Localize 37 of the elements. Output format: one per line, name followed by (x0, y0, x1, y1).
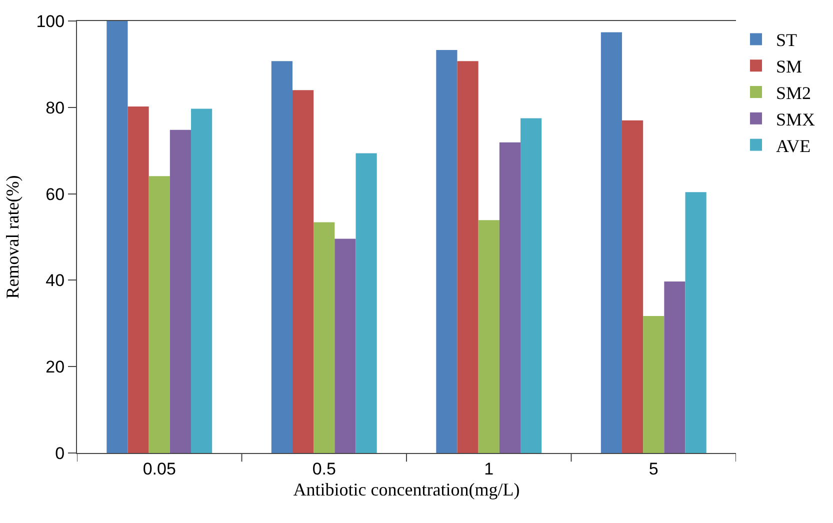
bar (436, 50, 458, 453)
bar (271, 61, 292, 453)
bar (356, 153, 377, 453)
y-tick-label: 40 (46, 271, 65, 290)
bar (664, 282, 686, 453)
x-axis-title: Antibiotic concentration(mg/L) (293, 480, 520, 500)
bar (191, 108, 212, 453)
legend-label: SM2 (776, 83, 812, 104)
y-tick-label: 100 (36, 12, 65, 31)
x-tick-label: 0.5 (312, 459, 336, 478)
bar (478, 220, 500, 453)
bar (520, 118, 542, 453)
bar (334, 238, 356, 453)
legend-label: AVE (776, 136, 811, 156)
bar (128, 106, 149, 453)
bar (148, 176, 170, 453)
y-tick-label: 0 (55, 444, 65, 463)
y-tick-label: 20 (46, 358, 65, 377)
legend-label: ST (776, 30, 798, 50)
bar (600, 32, 622, 453)
bar (314, 222, 335, 453)
y-axis-title: Removal rate(%) (2, 175, 22, 299)
legend-label: SM (776, 56, 802, 77)
x-tick-label: 5 (648, 459, 658, 478)
bar (685, 192, 706, 453)
bar (499, 142, 521, 453)
y-tick-label: 80 (46, 98, 65, 118)
bar (170, 130, 192, 453)
bar (292, 90, 314, 453)
y-tick-label: 60 (46, 184, 65, 204)
bar (457, 61, 478, 453)
x-tick-label: 0.05 (142, 459, 176, 478)
legend-label: SMX (776, 109, 816, 130)
bar (643, 316, 664, 453)
bar (106, 21, 128, 453)
x-tick-label: 1 (484, 459, 494, 478)
bar (622, 120, 644, 453)
